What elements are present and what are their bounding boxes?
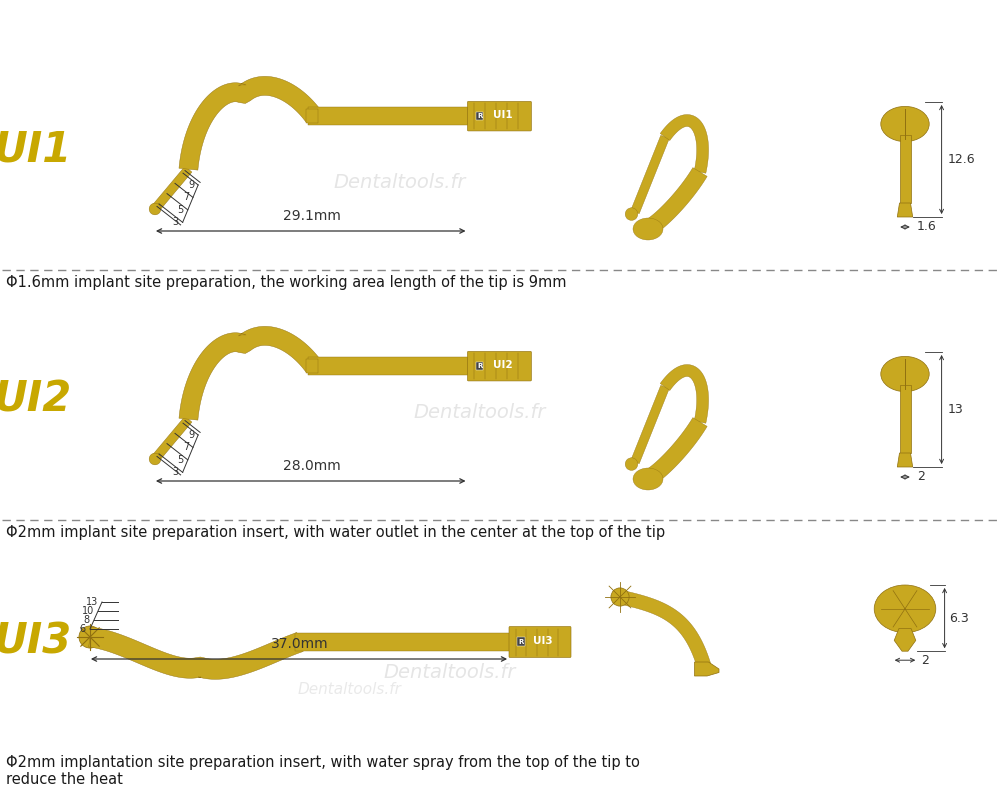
Polygon shape xyxy=(152,166,192,212)
Polygon shape xyxy=(618,590,712,671)
Ellipse shape xyxy=(874,585,936,633)
Text: 3: 3 xyxy=(173,217,179,227)
Polygon shape xyxy=(631,135,669,214)
Text: 10: 10 xyxy=(82,606,94,616)
Text: UI2: UI2 xyxy=(0,378,71,420)
Polygon shape xyxy=(295,633,510,652)
Text: 7: 7 xyxy=(183,192,189,203)
Circle shape xyxy=(79,626,101,648)
Text: 28.0mm: 28.0mm xyxy=(283,459,341,473)
Polygon shape xyxy=(152,417,192,462)
Text: 6.3: 6.3 xyxy=(950,611,969,625)
Text: R: R xyxy=(518,638,523,645)
Text: UI3: UI3 xyxy=(0,621,71,663)
Polygon shape xyxy=(897,453,913,467)
Text: R: R xyxy=(477,112,482,119)
Circle shape xyxy=(149,453,161,465)
Circle shape xyxy=(611,588,629,606)
Bar xyxy=(306,359,318,373)
Polygon shape xyxy=(894,628,916,651)
Text: 2: 2 xyxy=(921,653,929,667)
Bar xyxy=(900,385,910,453)
Text: UI1: UI1 xyxy=(493,110,512,120)
Polygon shape xyxy=(694,662,719,676)
Polygon shape xyxy=(308,107,468,125)
Polygon shape xyxy=(631,386,669,463)
Polygon shape xyxy=(308,357,468,375)
Text: Φ2mm implant site preparation insert, with water outlet in the center at the top: Φ2mm implant site preparation insert, wi… xyxy=(6,525,665,540)
Bar xyxy=(900,135,910,203)
Text: R: R xyxy=(477,363,482,368)
Polygon shape xyxy=(660,115,709,173)
Polygon shape xyxy=(646,168,707,234)
Text: 9: 9 xyxy=(188,180,194,190)
FancyBboxPatch shape xyxy=(467,101,531,131)
Text: Dentaltools.fr: Dentaltools.fr xyxy=(298,681,402,696)
Polygon shape xyxy=(89,627,303,680)
Text: 9: 9 xyxy=(188,430,194,440)
FancyBboxPatch shape xyxy=(467,352,531,381)
Text: 5: 5 xyxy=(178,455,184,465)
Text: 1.6: 1.6 xyxy=(917,220,936,234)
Polygon shape xyxy=(179,326,321,420)
Circle shape xyxy=(625,458,638,470)
Text: Dentaltools.fr: Dentaltools.fr xyxy=(414,402,546,421)
Text: Dentaltools.fr: Dentaltools.fr xyxy=(334,173,466,192)
Text: 7: 7 xyxy=(183,443,189,452)
Text: 5: 5 xyxy=(178,205,184,215)
Text: 8: 8 xyxy=(84,615,90,625)
FancyBboxPatch shape xyxy=(509,626,571,657)
Text: Φ2mm implantation site preparation insert, with water spray from the top of the : Φ2mm implantation site preparation inser… xyxy=(6,755,640,787)
Text: 12.6: 12.6 xyxy=(948,153,975,166)
Ellipse shape xyxy=(881,356,929,391)
Polygon shape xyxy=(646,417,707,485)
Text: 3: 3 xyxy=(173,467,179,478)
Circle shape xyxy=(149,204,161,215)
Bar xyxy=(306,109,318,124)
Ellipse shape xyxy=(633,468,663,490)
Text: UI1: UI1 xyxy=(0,128,71,170)
Text: 2: 2 xyxy=(917,470,925,483)
Text: 6: 6 xyxy=(80,624,86,634)
Text: UI3: UI3 xyxy=(533,636,553,646)
Text: Dentaltools.fr: Dentaltools.fr xyxy=(384,662,516,681)
Text: 37.0mm: 37.0mm xyxy=(271,637,329,651)
Text: 13: 13 xyxy=(86,597,98,607)
Text: UI2: UI2 xyxy=(493,360,512,371)
Text: 29.1mm: 29.1mm xyxy=(283,209,341,223)
Ellipse shape xyxy=(633,218,663,240)
Text: 13: 13 xyxy=(948,403,963,416)
Polygon shape xyxy=(660,364,709,423)
Circle shape xyxy=(625,208,638,220)
Ellipse shape xyxy=(881,106,929,142)
Text: Φ1.6mm implant site preparation, the working area length of the tip is 9mm: Φ1.6mm implant site preparation, the wor… xyxy=(6,275,566,290)
Polygon shape xyxy=(179,76,321,170)
Polygon shape xyxy=(897,203,913,217)
